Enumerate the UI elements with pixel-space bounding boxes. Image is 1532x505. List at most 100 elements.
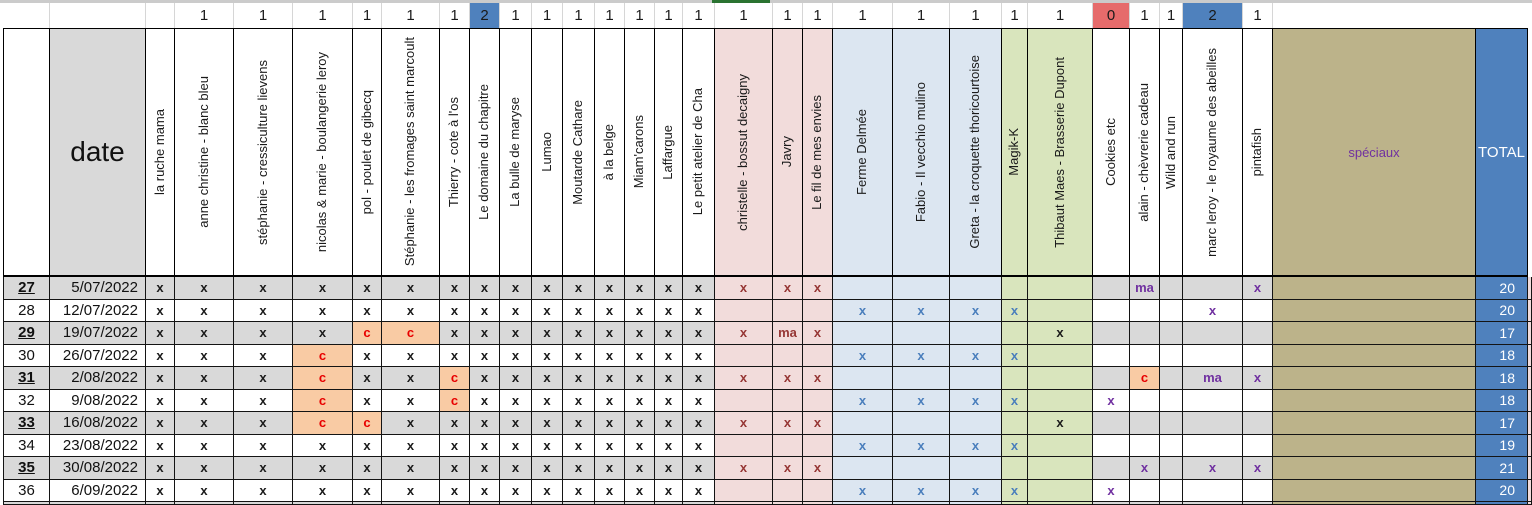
attendance-cell-cookies[interactable] — [1093, 277, 1130, 300]
attendance-cell-javry[interactable]: x — [773, 412, 803, 435]
attendance-cell-laffargue[interactable]: x — [655, 457, 683, 480]
count-cell-wild[interactable]: 1 — [1160, 3, 1183, 28]
attendance-cell-belge[interactable]: x — [595, 277, 625, 300]
attendance-cell-javry[interactable] — [773, 434, 803, 457]
attendance-cell-pintafish[interactable]: x — [1243, 457, 1273, 480]
attendance-cell-pol[interactable]: x — [353, 389, 382, 412]
attendance-cell-boulangerie[interactable]: c — [293, 367, 353, 390]
attendance-cell-laffargue[interactable]: x — [655, 322, 683, 345]
attendance-cell-delmee[interactable]: x — [833, 434, 893, 457]
attendance-cell-delmee[interactable] — [833, 457, 893, 480]
row-number-cell[interactable]: 30 — [3, 344, 50, 367]
attendance-cell-alain[interactable] — [1130, 434, 1160, 457]
attendance-cell-marc[interactable] — [1183, 277, 1243, 300]
attendance-cell-domaine[interactable]: x — [470, 479, 500, 502]
attendance-cell-cookies[interactable] — [1093, 299, 1130, 322]
total-cell[interactable]: 17 — [1476, 322, 1528, 345]
attendance-cell-thibaut[interactable] — [1028, 344, 1093, 367]
attendance-cell-fabio[interactable] — [893, 457, 950, 480]
attendance-cell-miam[interactable]: x — [625, 277, 655, 300]
attendance-cell-fil[interactable]: x — [803, 277, 833, 300]
attendance-cell-pol[interactable]: x — [353, 434, 382, 457]
date-cell[interactable]: 26/07/2022 — [50, 344, 146, 367]
attendance-cell-domaine[interactable]: x — [470, 412, 500, 435]
attendance-cell-bulle[interactable]: x — [500, 457, 532, 480]
attendance-cell-fil[interactable] — [803, 389, 833, 412]
specials-cell[interactable] — [1273, 299, 1476, 322]
attendance-cell-greta[interactable] — [950, 277, 1002, 300]
attendance-cell-boulangerie[interactable]: x — [293, 479, 353, 502]
specials-cell[interactable] — [1273, 322, 1476, 345]
attendance-cell-ruche[interactable]: x — [146, 479, 175, 502]
attendance-cell-pol[interactable]: x — [353, 344, 382, 367]
header-delmee[interactable]: Ferme Delmée — [833, 28, 893, 277]
header-total[interactable]: TOTAL — [1476, 28, 1528, 277]
attendance-cell-miam[interactable]: x — [625, 479, 655, 502]
attendance-cell-delmee[interactable] — [833, 322, 893, 345]
attendance-cell-greta[interactable] — [950, 457, 1002, 480]
attendance-cell-ruche[interactable]: x — [146, 344, 175, 367]
header-cressi[interactable]: stéphanie - cressiculture lievens — [234, 28, 293, 277]
attendance-cell-pintafish[interactable] — [1243, 344, 1273, 367]
attendance-cell-moutarde[interactable]: x — [563, 299, 595, 322]
attendance-cell-delmee[interactable]: x — [833, 389, 893, 412]
attendance-cell-fil[interactable]: x — [803, 412, 833, 435]
header-thibaut[interactable]: Thibaut Maes - Brasserie Dupont — [1028, 28, 1093, 277]
header-ruche[interactable]: la ruche mama — [146, 28, 175, 277]
attendance-cell-marc[interactable]: ma — [1183, 367, 1243, 390]
attendance-cell-javry[interactable]: x — [773, 457, 803, 480]
attendance-cell-javry[interactable]: x — [773, 367, 803, 390]
attendance-cell-thierry[interactable]: x — [440, 277, 470, 300]
attendance-cell-miam[interactable]: x — [625, 389, 655, 412]
attendance-cell-moutarde[interactable]: x — [563, 389, 595, 412]
count-cell-fabio[interactable]: 1 — [893, 3, 950, 28]
count-cell-javry[interactable]: 1 — [773, 3, 803, 28]
attendance-cell-thibaut[interactable] — [1028, 457, 1093, 480]
count-cell-boulangerie[interactable]: 1 — [293, 3, 353, 28]
attendance-cell-miam[interactable]: x — [625, 344, 655, 367]
specials-cell[interactable] — [1273, 457, 1476, 480]
attendance-cell-laffargue[interactable]: x — [655, 412, 683, 435]
header-boulangerie[interactable]: nicolas & marie - boulangerie leroy — [293, 28, 353, 277]
count-cell-pintafish[interactable]: 1 — [1243, 3, 1273, 28]
count-blank-specials[interactable] — [1273, 3, 1476, 28]
attendance-cell-cookies[interactable] — [1093, 434, 1130, 457]
count-cell-delmee[interactable]: 1 — [833, 3, 893, 28]
attendance-cell-bulle[interactable]: x — [500, 299, 532, 322]
attendance-cell-belge[interactable]: x — [595, 457, 625, 480]
attendance-cell-magik[interactable]: x — [1002, 299, 1028, 322]
header-magik[interactable]: Magik-K — [1002, 28, 1028, 277]
header-pintafish[interactable]: pintafish — [1243, 28, 1273, 277]
attendance-cell-belge[interactable]: x — [595, 367, 625, 390]
header-pol[interactable]: pol - poulet de gibecq — [353, 28, 382, 277]
attendance-cell-greta[interactable] — [950, 412, 1002, 435]
header-miam[interactable]: Miam'carons — [625, 28, 655, 277]
specials-cell[interactable] — [1273, 412, 1476, 435]
attendance-cell-atelier[interactable]: x — [683, 344, 715, 367]
specials-cell[interactable] — [1273, 367, 1476, 390]
attendance-cell-ruche[interactable]: x — [146, 322, 175, 345]
total-cell[interactable]: 17 — [1476, 412, 1528, 435]
attendance-cell-wild[interactable] — [1160, 322, 1183, 345]
attendance-cell-ruche[interactable]: x — [146, 277, 175, 300]
attendance-cell-fil[interactable]: x — [803, 322, 833, 345]
attendance-cell-christelle[interactable]: x — [715, 412, 773, 435]
specials-cell[interactable] — [1273, 479, 1476, 502]
attendance-cell-pol[interactable]: x — [353, 479, 382, 502]
attendance-cell-anne[interactable]: x — [175, 367, 234, 390]
attendance-cell-delmee[interactable]: x — [833, 344, 893, 367]
attendance-cell-belge[interactable]: x — [595, 412, 625, 435]
attendance-cell-lumao[interactable]: x — [532, 479, 563, 502]
attendance-cell-domaine[interactable]: x — [470, 367, 500, 390]
attendance-cell-pintafish[interactable] — [1243, 322, 1273, 345]
header-atelier[interactable]: Le petit atelier de Cha — [683, 28, 715, 277]
header-alain[interactable]: alain - chèvrerie cadeau — [1130, 28, 1160, 277]
attendance-cell-atelier[interactable]: x — [683, 277, 715, 300]
attendance-cell-moutarde[interactable]: x — [563, 277, 595, 300]
attendance-cell-greta[interactable]: x — [950, 344, 1002, 367]
count-cell-thierry[interactable]: 1 — [440, 3, 470, 28]
header-belge[interactable]: à la belge — [595, 28, 625, 277]
attendance-cell-moutarde[interactable]: x — [563, 367, 595, 390]
header-anne[interactable]: anne christine - blanc bleu — [175, 28, 234, 277]
attendance-cell-laffargue[interactable]: x — [655, 299, 683, 322]
